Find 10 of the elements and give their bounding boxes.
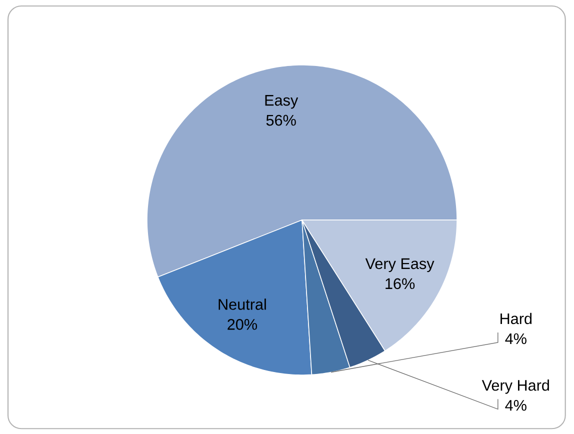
- slice-label: Very Easy: [365, 258, 434, 272]
- data-label: 4%: [505, 333, 526, 344]
- slice-label: Neutral: [218, 298, 266, 310]
- data-label: 16%: [386, 278, 415, 290]
- data-label: 20%: [228, 318, 258, 330]
- slice-label: Very Hard: [482, 380, 549, 394]
- data-label: 4%: [505, 400, 526, 411]
- slice-label: Hard: [500, 312, 532, 324]
- data-label: 56%: [266, 114, 296, 126]
- slice-label: Easy: [265, 95, 298, 109]
